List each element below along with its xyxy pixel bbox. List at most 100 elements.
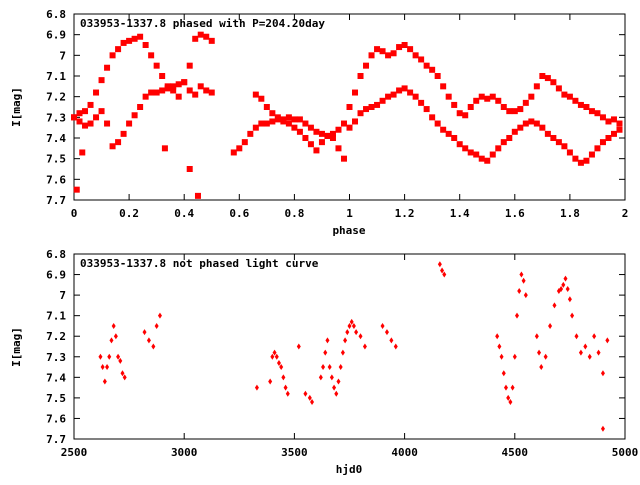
phased-data-point [379, 97, 386, 104]
phased-data-point [352, 118, 359, 125]
phased-data-point [263, 120, 270, 127]
phased-data-point [285, 114, 292, 121]
unphased-data-point [274, 353, 279, 360]
phased-data-point [555, 139, 562, 146]
unphased-data-point [276, 359, 281, 366]
phased-data-point [610, 130, 617, 137]
phased-data-point [616, 126, 623, 133]
unphased-data-point [285, 390, 290, 397]
phased-data-point [269, 110, 276, 117]
phased-data-point [120, 130, 127, 137]
phased-data-point [583, 157, 590, 164]
phased-data-point [390, 91, 397, 98]
phased-data-point [495, 145, 502, 152]
phased-data-point [506, 135, 513, 141]
phased-x-tick-label: 2 [622, 207, 629, 220]
unphased-data-point [113, 333, 118, 340]
phased-data-point [572, 97, 579, 104]
unphased-data-point [519, 271, 524, 278]
phased-data-point [161, 145, 168, 152]
unphased-data-point [310, 399, 315, 405]
unphased-data-point [574, 333, 579, 340]
phased-data-point [429, 66, 436, 73]
phased-data-point [594, 110, 601, 117]
phased-data-point [451, 135, 458, 141]
unphased-x-tick-label: 5000 [612, 446, 639, 459]
unphased-data-point [254, 384, 259, 391]
unphased-data-point [347, 322, 352, 329]
phased-data-point [126, 37, 133, 44]
phased-data-point [340, 155, 347, 162]
phased-x-axis-label: phase [332, 224, 365, 237]
unphased-data-point [270, 353, 275, 360]
unphased-data-point [534, 333, 539, 340]
phased-y-tick-label: 7 [59, 49, 66, 62]
phased-data-point [120, 39, 127, 46]
phased-data-point [544, 75, 551, 82]
unphased-data-points [98, 261, 610, 432]
phased-data-point [599, 139, 606, 146]
phased-data-point [241, 139, 248, 146]
phased-data-point [302, 135, 309, 141]
unphased-data-point [336, 378, 341, 385]
phased-x-tick-label: 1.6 [505, 207, 525, 220]
unphased-data-point [340, 349, 345, 356]
phased-data-point [555, 85, 562, 92]
phased-data-point [533, 120, 540, 127]
unphased-data-point [343, 337, 348, 344]
unphased-data-point [118, 357, 123, 364]
phased-x-tick-label: 0.4 [174, 207, 194, 220]
unphased-y-axis-label: I[mag] [10, 327, 23, 367]
unphased-data-point [283, 384, 288, 391]
phased-data-point [71, 114, 77, 121]
unphased-data-point [563, 275, 568, 282]
unphased-data-point [440, 267, 445, 274]
unphased-plot-frame [73, 253, 626, 440]
unphased-data-point [109, 337, 114, 344]
unphased-data-point [521, 277, 526, 284]
unphased-data-point [515, 312, 520, 319]
phased-data-point [203, 87, 210, 94]
phased-data-point [181, 79, 188, 86]
phased-data-point [335, 145, 342, 152]
phased-data-point [170, 87, 177, 94]
phased-data-point [478, 155, 485, 162]
phased-y-tick-label: 7.2 [46, 91, 66, 104]
unphased-data-point [349, 318, 354, 325]
phased-data-point [374, 101, 381, 108]
phased-data-point [79, 149, 86, 156]
unphased-data-point [323, 349, 328, 356]
unphased-data-point [107, 353, 112, 360]
phased-data-point [142, 93, 149, 100]
unphased-data-point [552, 302, 557, 309]
phased-data-point [363, 106, 370, 113]
phased-light-curve-chart: 0 0.2 0.4 0.6 0.8 1 1.2 1.4 1.6 1.8 2 6.8 6.9 7 7.1 7.2… [10, 8, 628, 237]
unphased-data-point [303, 390, 308, 397]
unphased-x-axis-label: hjd0 [336, 463, 363, 476]
unphased-data-point [587, 353, 592, 360]
phased-data-point [137, 104, 144, 110]
phased-data-point [159, 87, 166, 94]
phased-data-point [93, 114, 100, 121]
phased-data-point [489, 93, 496, 100]
unphased-data-point [318, 374, 323, 381]
phased-data-point [230, 149, 237, 156]
unphased-chart-title: 033953-1337.8 not phased light curve [80, 257, 319, 270]
phased-data-point [153, 89, 160, 96]
phased-data-point [357, 73, 364, 79]
phased-data-point [346, 124, 353, 131]
unphased-data-point [565, 285, 570, 292]
phased-data-point [98, 108, 105, 115]
unphased-data-point [102, 378, 107, 385]
phased-data-point [153, 62, 160, 69]
phased-x-tick-label: 0.8 [284, 207, 304, 220]
phased-data-point [296, 128, 303, 135]
unphased-data-point [100, 364, 105, 371]
unphased-data-point [543, 353, 548, 360]
unphased-data-point [142, 329, 147, 336]
phased-data-point [434, 73, 441, 79]
phased-data-point [208, 89, 215, 96]
phased-data-point [263, 104, 270, 110]
phased-data-point [87, 101, 94, 108]
